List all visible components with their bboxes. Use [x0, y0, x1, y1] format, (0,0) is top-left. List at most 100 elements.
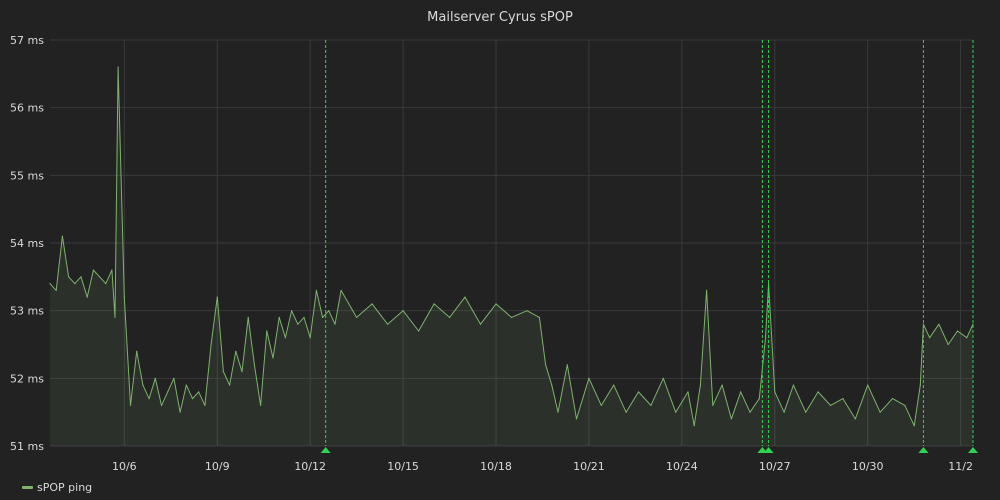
data-point [68, 276, 70, 278]
x-tick-label: 10/21 [573, 460, 605, 473]
x-tick-label: 10/15 [387, 460, 419, 473]
data-point [99, 276, 101, 278]
data-point [613, 384, 615, 386]
data-point [402, 310, 404, 312]
data-point [575, 418, 578, 420]
annotation-marker[interactable] [320, 447, 331, 453]
data-point [947, 343, 949, 346]
data-point [879, 411, 881, 413]
data-point [291, 310, 293, 312]
x-axis: 10/6 10/9 10/12 10/15 10/18 10/21 10/24 10/27 10… [112, 460, 973, 473]
data-point [266, 330, 268, 332]
data-point [854, 418, 856, 420]
data-point [241, 371, 243, 373]
data-point [938, 323, 940, 325]
data-point [693, 425, 695, 427]
data-point [966, 337, 968, 339]
data-point [86, 296, 88, 298]
data-point [774, 391, 776, 393]
data-point [278, 316, 280, 318]
x-tick-label: 10/9 [205, 460, 230, 473]
data-point [792, 384, 795, 386]
annotation-marker[interactable] [763, 447, 774, 453]
legend[interactable]: sPOP ping [22, 481, 92, 494]
data-point [545, 364, 547, 366]
data-point [334, 323, 336, 325]
legend-label: sPOP ping [37, 481, 93, 494]
data-point [588, 377, 590, 379]
data-point [185, 384, 187, 386]
data-point [129, 404, 132, 406]
data-point [768, 283, 770, 285]
data-point [328, 310, 330, 312]
data-point [526, 310, 528, 312]
data-point [557, 411, 559, 413]
data-point [148, 398, 150, 400]
data-point [297, 323, 299, 325]
data-point [740, 391, 742, 393]
data-point [650, 404, 652, 406]
data-point [247, 316, 249, 318]
data-point [322, 316, 324, 318]
data-point [123, 296, 125, 298]
data-point [919, 384, 921, 386]
data-point [142, 384, 144, 386]
data-point [675, 411, 677, 413]
data-point [699, 384, 702, 386]
data-point [904, 404, 906, 406]
data-point [216, 296, 218, 298]
data-point [74, 283, 76, 285]
chart-annotations [320, 40, 978, 453]
x-tick-label: 10/30 [852, 460, 884, 473]
data-point [117, 66, 119, 68]
data-point [284, 337, 286, 339]
data-point [625, 411, 627, 413]
data-point [114, 316, 116, 318]
chart-series [49, 66, 974, 446]
y-tick-label: 55 ms [10, 169, 44, 182]
data-point [449, 316, 451, 318]
data-point [371, 303, 373, 305]
data-point [712, 404, 714, 406]
x-tick-label: 10/27 [759, 460, 791, 473]
data-point [315, 289, 317, 291]
y-tick-label: 52 ms [10, 372, 44, 385]
x-tick-label: 10/18 [480, 460, 512, 473]
data-point [758, 398, 760, 400]
data-point [303, 316, 305, 318]
data-point [229, 384, 231, 386]
data-point [842, 398, 844, 400]
annotation-marker[interactable] [918, 447, 929, 453]
y-axis: 51 ms 52 ms 53 ms 54 ms 55 ms 56 ms 57 ms [10, 34, 44, 453]
data-point [179, 411, 181, 413]
y-tick-label: 56 ms [10, 102, 44, 115]
data-point [309, 337, 311, 339]
data-point [637, 391, 640, 393]
data-point [160, 404, 163, 406]
data-point [340, 289, 342, 291]
data-point [61, 235, 64, 237]
data-point [136, 350, 138, 352]
data-point [805, 411, 807, 413]
series-area [50, 67, 973, 446]
data-point [721, 384, 723, 386]
data-point [783, 411, 785, 413]
data-point [173, 377, 175, 379]
data-point [662, 377, 664, 379]
y-tick-label: 51 ms [10, 440, 44, 453]
data-point [433, 303, 435, 305]
x-tick-label: 10/12 [294, 460, 326, 473]
data-point [687, 391, 689, 393]
data-point [387, 323, 389, 325]
x-tick-label: 11/2 [948, 460, 973, 473]
data-point [418, 330, 420, 332]
data-point [706, 289, 708, 291]
data-point [817, 391, 819, 393]
y-tick-label: 53 ms [10, 305, 44, 318]
annotation-marker[interactable] [968, 447, 978, 453]
data-point [913, 425, 915, 427]
data-point [204, 404, 206, 406]
data-point [510, 316, 513, 318]
series-line [49, 66, 974, 427]
